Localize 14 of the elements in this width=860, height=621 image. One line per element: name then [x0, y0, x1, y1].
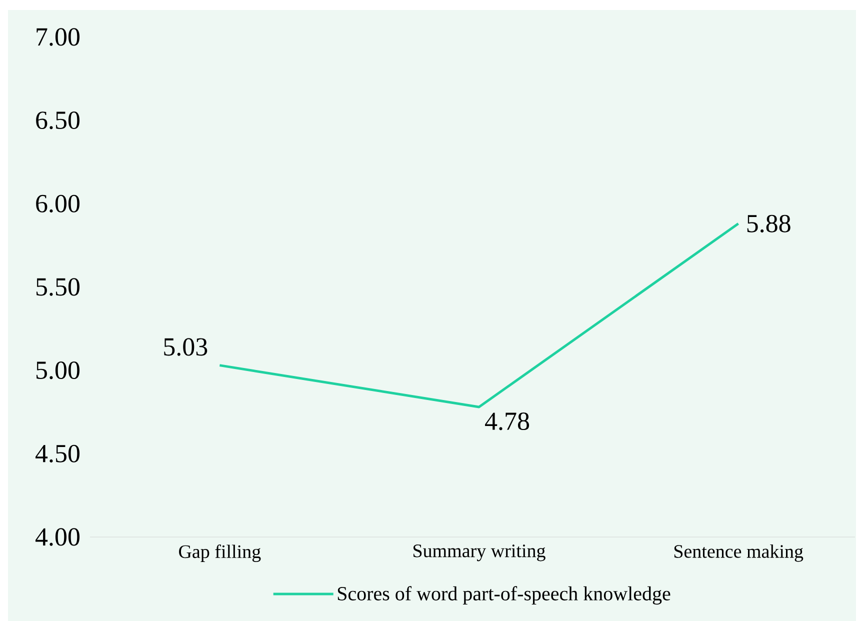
x-tick-label: Summary writing — [413, 544, 546, 562]
data-label: 5.03 — [164, 338, 208, 356]
y-tick-label: 5.50 — [36, 278, 80, 296]
data-label: 5.88 — [747, 214, 790, 232]
y-tick-label: 6.50 — [36, 111, 80, 130]
y-tick-label: 4.50 — [35, 444, 80, 462]
data-label: 4.78 — [485, 412, 530, 430]
y-tick-label: 7.00 — [36, 28, 80, 46]
y-tick-label: 4.00 — [35, 528, 80, 546]
y-tick-label: 5.00 — [36, 361, 80, 380]
x-tick-label: Sentence making — [674, 544, 804, 562]
y-tick-label: 6.00 — [36, 194, 80, 212]
x-tick-label: Gap filling — [179, 544, 261, 562]
legend-label: Scores of word part-of-speech knowledge — [338, 586, 670, 605]
